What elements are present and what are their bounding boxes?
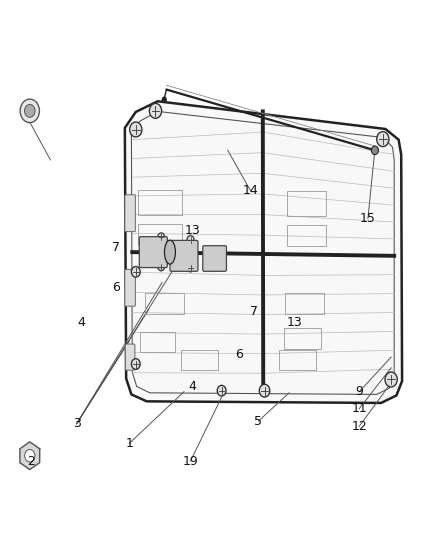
Circle shape <box>259 384 270 397</box>
Circle shape <box>187 236 194 244</box>
Text: 14: 14 <box>243 184 258 197</box>
Text: 5: 5 <box>254 415 262 427</box>
FancyBboxPatch shape <box>139 237 167 268</box>
Text: 11: 11 <box>351 402 367 415</box>
Circle shape <box>149 103 162 118</box>
Text: 2: 2 <box>28 455 35 467</box>
Polygon shape <box>20 442 40 470</box>
Circle shape <box>158 233 165 241</box>
Text: 15: 15 <box>360 212 376 225</box>
Bar <box>140 332 175 352</box>
Text: 6: 6 <box>112 281 120 294</box>
FancyBboxPatch shape <box>203 246 226 271</box>
Ellipse shape <box>165 240 175 264</box>
Bar <box>287 225 326 246</box>
Circle shape <box>131 266 140 277</box>
Circle shape <box>158 262 165 271</box>
Circle shape <box>385 372 397 387</box>
Circle shape <box>25 449 35 462</box>
Bar <box>279 350 316 370</box>
Bar <box>138 224 182 245</box>
Bar <box>180 350 218 370</box>
Text: 4: 4 <box>189 380 197 393</box>
Bar <box>287 191 326 216</box>
Circle shape <box>187 263 194 272</box>
Bar <box>138 190 182 215</box>
Text: 4: 4 <box>77 316 85 329</box>
Circle shape <box>20 99 39 123</box>
Text: 13: 13 <box>286 316 302 329</box>
Text: 12: 12 <box>351 420 367 433</box>
Text: 19: 19 <box>183 455 198 467</box>
Circle shape <box>162 96 167 103</box>
Text: 1: 1 <box>125 437 133 450</box>
Text: 6: 6 <box>235 348 243 361</box>
Text: 13: 13 <box>185 224 201 237</box>
Circle shape <box>217 385 226 396</box>
Circle shape <box>130 122 142 137</box>
FancyBboxPatch shape <box>125 344 135 370</box>
Circle shape <box>371 146 378 155</box>
FancyBboxPatch shape <box>170 240 198 271</box>
Text: 7: 7 <box>112 241 120 254</box>
FancyBboxPatch shape <box>125 270 135 306</box>
Circle shape <box>131 359 140 369</box>
Bar <box>283 328 321 349</box>
Circle shape <box>377 132 389 147</box>
Text: 7: 7 <box>250 305 258 318</box>
Text: 9: 9 <box>355 385 363 398</box>
Circle shape <box>25 104 35 117</box>
FancyBboxPatch shape <box>125 195 135 231</box>
Polygon shape <box>125 101 402 403</box>
Text: 3: 3 <box>73 417 81 430</box>
Bar <box>145 293 184 314</box>
Bar <box>285 293 324 314</box>
